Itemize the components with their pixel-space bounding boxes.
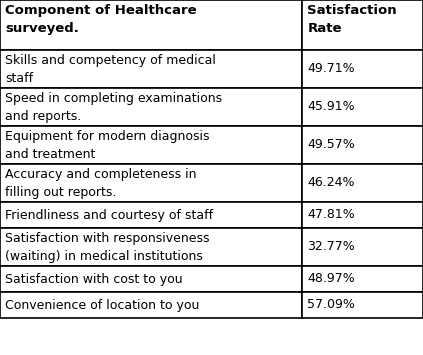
Bar — [0, 164, 302, 202]
Bar — [302, 266, 423, 292]
Bar — [0, 202, 302, 228]
Bar — [0, 50, 302, 88]
Text: 49.57%: 49.57% — [308, 138, 355, 152]
Text: 47.81%: 47.81% — [308, 208, 355, 222]
Text: Equipment for modern diagnosis
and treatment: Equipment for modern diagnosis and treat… — [5, 130, 209, 161]
Bar — [0, 126, 302, 164]
Text: Satisfaction with responsiveness
(waiting) in medical institutions: Satisfaction with responsiveness (waitin… — [5, 232, 209, 263]
Bar — [302, 126, 423, 164]
Text: Accuracy and completeness in
filling out reports.: Accuracy and completeness in filling out… — [5, 168, 197, 199]
Text: 32.77%: 32.77% — [308, 240, 355, 253]
Text: 49.71%: 49.71% — [308, 62, 355, 76]
Text: Friendliness and courtesy of staff: Friendliness and courtesy of staff — [5, 208, 213, 222]
Text: Satisfaction with cost to you: Satisfaction with cost to you — [5, 273, 183, 285]
Bar — [302, 228, 423, 266]
Bar — [0, 0, 302, 50]
Text: Speed in completing examinations
and reports.: Speed in completing examinations and rep… — [5, 92, 222, 123]
Bar — [302, 164, 423, 202]
Bar — [302, 292, 423, 318]
Text: 48.97%: 48.97% — [308, 273, 355, 285]
Bar — [302, 50, 423, 88]
Text: Convenience of location to you: Convenience of location to you — [5, 299, 199, 311]
Bar — [0, 266, 302, 292]
Text: 57.09%: 57.09% — [308, 299, 355, 311]
Text: Component of Healthcare
surveyed.: Component of Healthcare surveyed. — [5, 4, 197, 35]
Text: 45.91%: 45.91% — [308, 100, 355, 114]
Bar — [0, 292, 302, 318]
Text: 46.24%: 46.24% — [308, 176, 355, 190]
Text: Skills and competency of medical
staff: Skills and competency of medical staff — [5, 54, 216, 85]
Bar — [0, 88, 302, 126]
Bar — [0, 228, 302, 266]
Bar — [302, 202, 423, 228]
Bar — [302, 88, 423, 126]
Text: Satisfaction
Rate: Satisfaction Rate — [308, 4, 397, 35]
Bar — [302, 0, 423, 50]
